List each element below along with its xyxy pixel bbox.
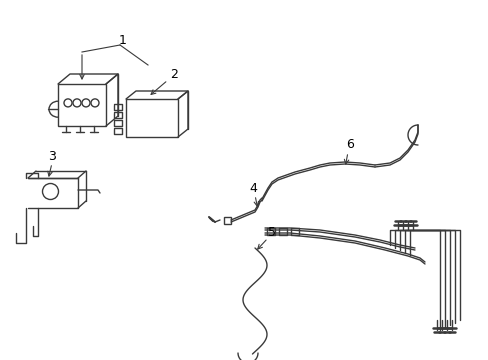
Bar bbox=[224, 217, 230, 224]
Text: 6: 6 bbox=[346, 139, 353, 152]
Text: 5: 5 bbox=[267, 225, 275, 238]
Bar bbox=[126, 99, 178, 137]
Bar bbox=[58, 84, 106, 126]
Text: 4: 4 bbox=[248, 181, 256, 194]
Text: 3: 3 bbox=[48, 149, 56, 162]
Text: 1: 1 bbox=[119, 33, 127, 46]
Text: 2: 2 bbox=[170, 68, 178, 81]
